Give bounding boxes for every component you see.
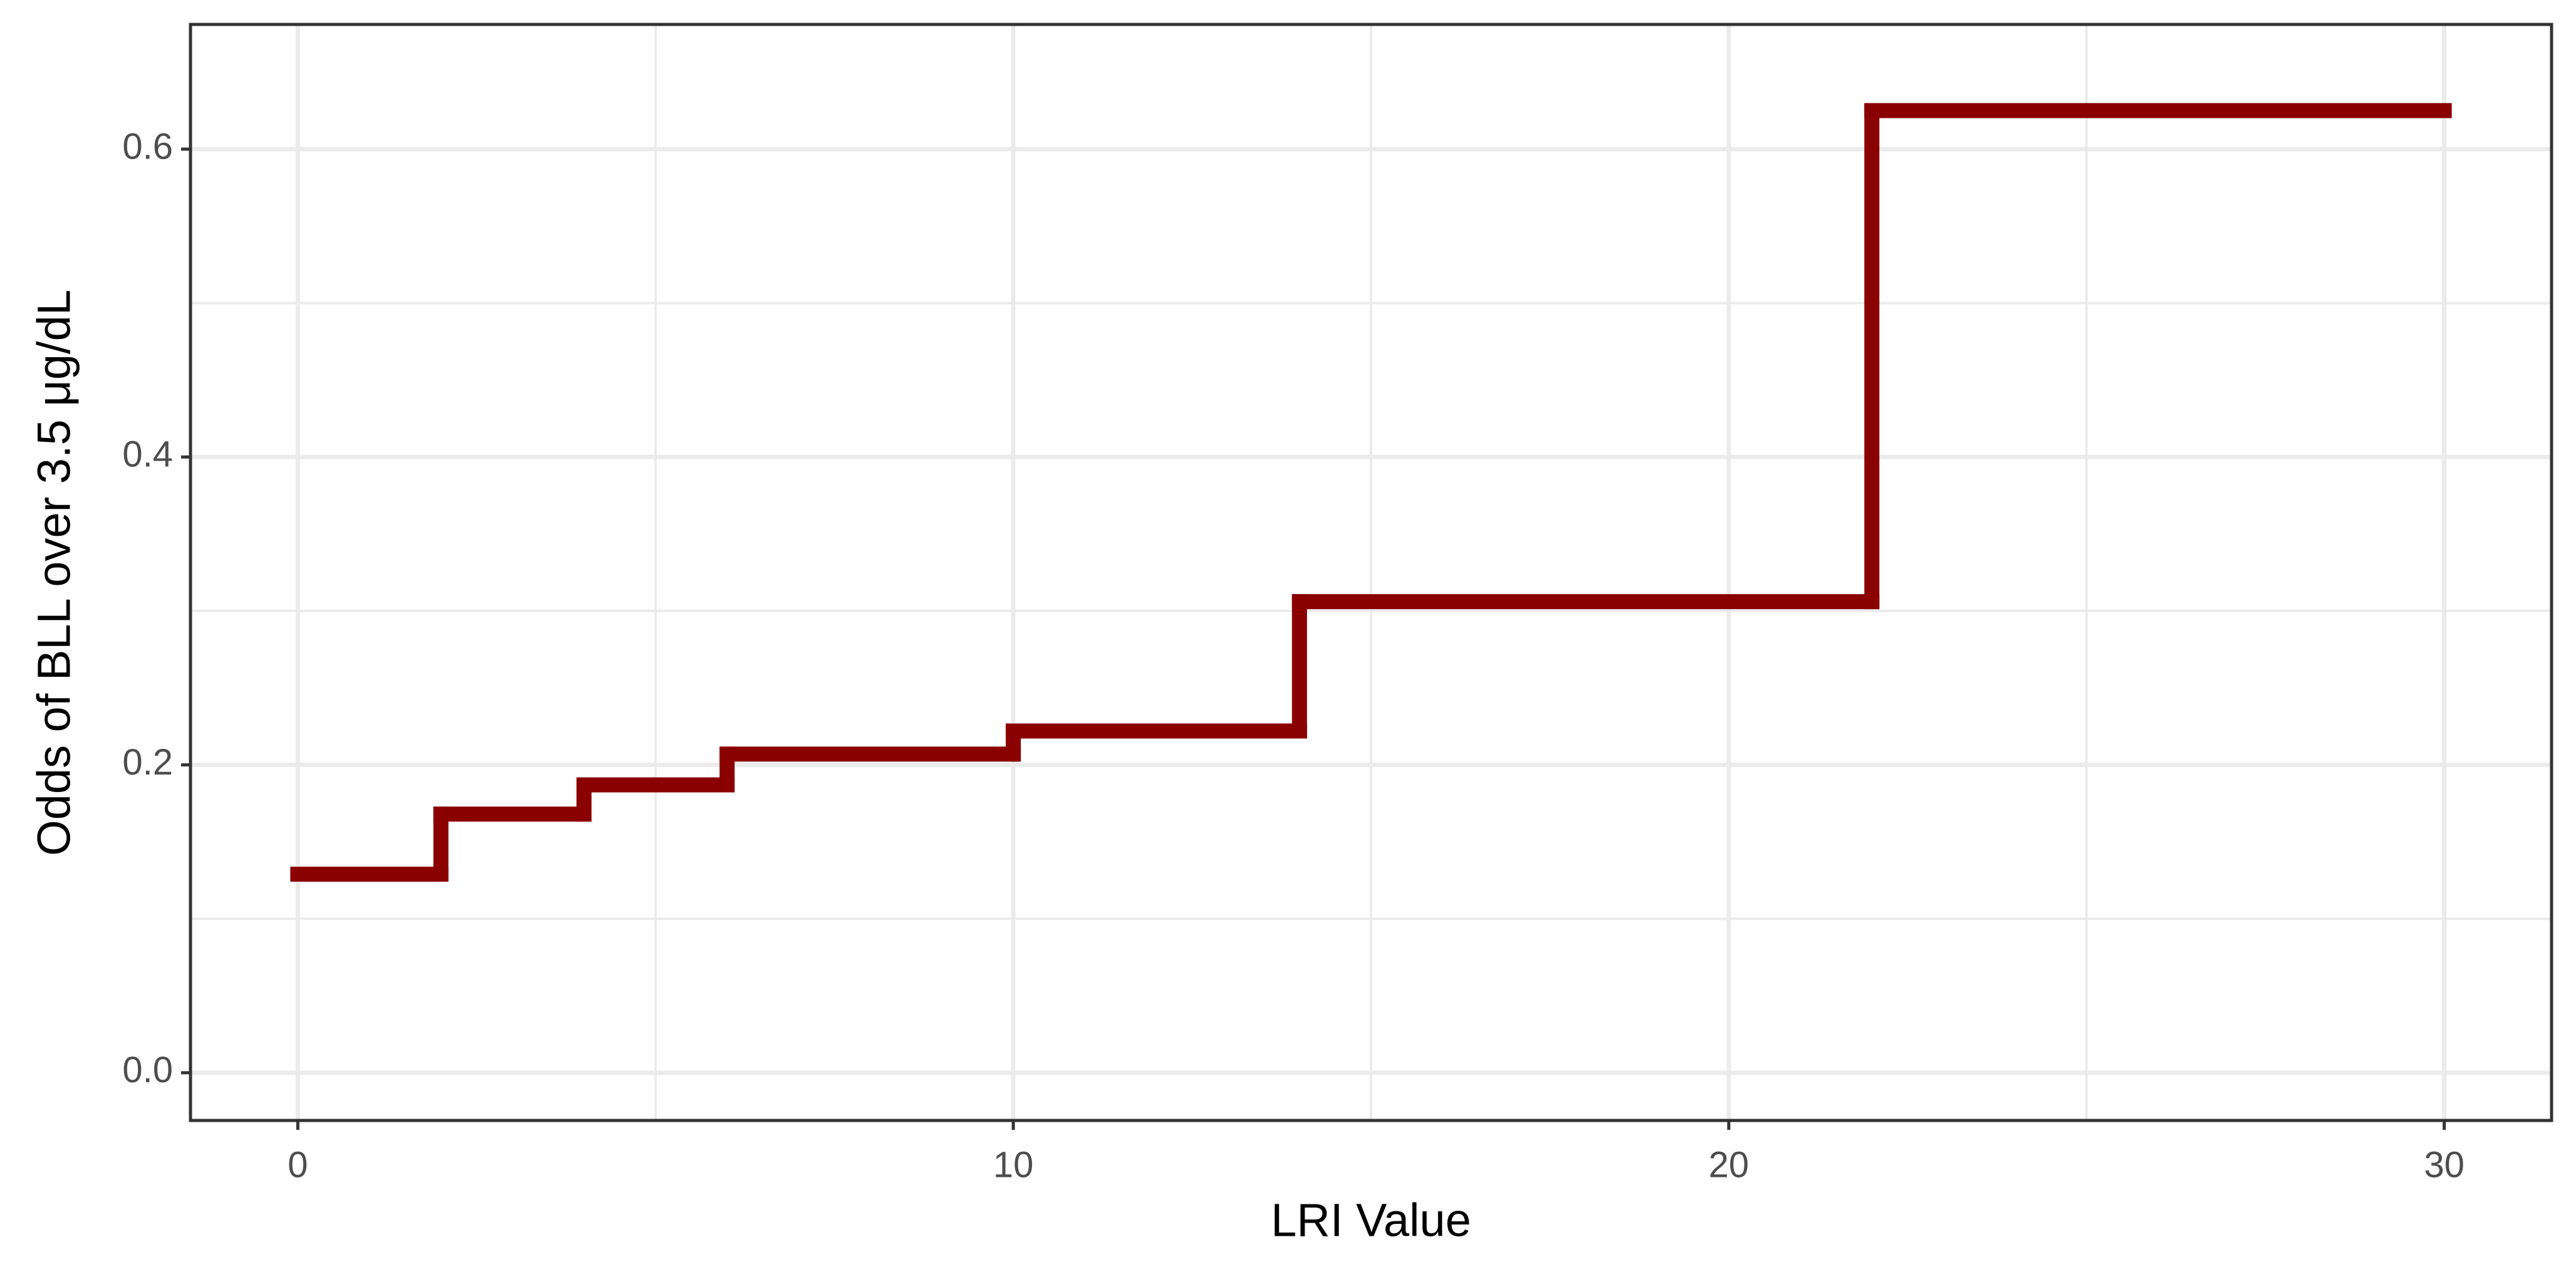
x-tick-label: 0 — [288, 1144, 308, 1185]
y-axis-title: Odds of BLL over 3.5 μg/dL — [28, 290, 80, 856]
y-tick-label: 0.2 — [122, 742, 173, 783]
y-tick-label: 0.4 — [122, 434, 173, 475]
y-tick-label: 0.0 — [122, 1050, 173, 1090]
x-axis-title: LRI Value — [1271, 1194, 1471, 1246]
x-tick-label: 30 — [2424, 1144, 2464, 1185]
panel-border — [189, 23, 2553, 1122]
x-tick-label: 20 — [1709, 1144, 1749, 1185]
x-tick-label: 10 — [993, 1144, 1034, 1185]
y-tick-label: 0.6 — [122, 126, 173, 167]
